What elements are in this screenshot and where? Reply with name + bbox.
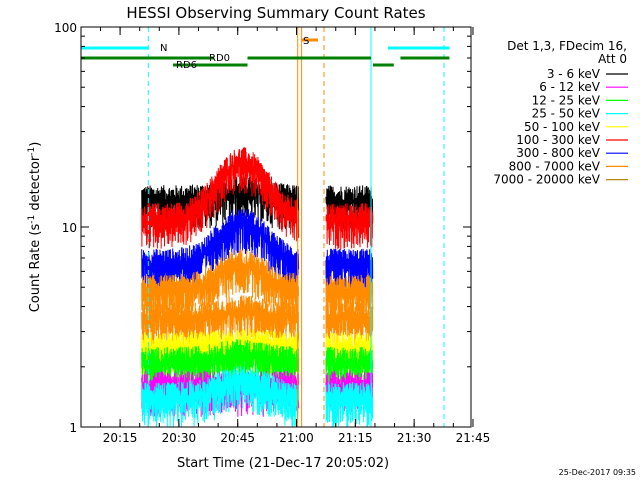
x-tick-label-21:15: 21:15 — [338, 431, 373, 445]
series-25-50-kev-segment-2 — [325, 381, 374, 427]
y-tick-label-10: 10 — [62, 221, 77, 235]
series-25-50-kev-segment-1 — [141, 365, 300, 427]
legend-label-50-100-kev: 50 - 100 keV — [524, 120, 601, 134]
legend-label-12-25-kev: 12 - 25 keV — [532, 93, 601, 107]
series-100-300-kev-segment-2 — [325, 203, 374, 250]
x-tick-label-21:00: 21:00 — [279, 431, 314, 445]
legend-label-3-6-kev: 3 - 6 keV — [547, 67, 601, 81]
series-12-25-kev-segment-1 — [141, 339, 300, 394]
x-axis-label: Start Time (21-Dec-17 20:05:02) — [177, 456, 389, 471]
y-axis-label-main: Count Rate (s — [28, 224, 43, 313]
chart-title: HESSI Observing Summary Count Rates — [126, 4, 425, 22]
x-tick-label-20:15: 20:15 — [103, 431, 138, 445]
flag-n-label: N — [160, 43, 167, 54]
series-800-7000-kev-segment-1 — [141, 249, 300, 322]
y-axis-label-end: ) — [28, 142, 43, 147]
legend-header-line-2: Att 0 — [598, 52, 627, 66]
y-tick-label-100: 100 — [54, 21, 77, 35]
legend-label-25-50-kev: 25 - 50 keV — [532, 107, 601, 121]
flag-s-label: S — [303, 36, 309, 47]
series-300-800-kev-segment-2 — [325, 248, 374, 295]
y-axis-label: Count Rate (s-1 detector-1) — [27, 142, 43, 313]
legend-label-6-12-kev: 6 - 12 keV — [539, 80, 601, 94]
legend-label-100-300-kev: 100 - 300 keV — [516, 133, 600, 147]
flag-rd0-label: RD0 — [209, 53, 230, 64]
series-800-7000-kev-low-band--segment-1 — [141, 295, 300, 350]
x-tick-label-21:45: 21:45 — [456, 431, 491, 445]
legend-label-800-7000-kev: 800 - 7000 keV — [509, 159, 601, 173]
series-800-7000-kev-low-band--segment-2 — [325, 302, 374, 349]
y-tick-label-1: 1 — [69, 421, 77, 435]
y-axis-label-sup2: -1 — [27, 147, 37, 156]
y-axis-label-mid: detector — [28, 155, 43, 215]
y-axis-label-sup1: -1 — [27, 215, 37, 224]
legend-header-line-1: Det 1,3, FDecim 16, — [507, 39, 627, 53]
timestamp: 25-Dec-2017 09:35 — [559, 468, 636, 477]
x-tick-label-20:30: 20:30 — [162, 431, 197, 445]
x-tick-label-21:30: 21:30 — [397, 431, 432, 445]
series-300-800-kev-segment-1 — [141, 209, 300, 295]
series-100-300-kev-segment-1 — [141, 147, 300, 249]
legend-label-300-800-kev: 300 - 800 keV — [516, 146, 600, 160]
legend-label-7000-20000-kev: 7000 - 20000 keV — [493, 173, 600, 187]
flag-rd6-label: RD6 — [176, 60, 197, 71]
x-tick-label-20:45: 20:45 — [220, 431, 255, 445]
series-800-7000-kev-segment-2 — [325, 274, 374, 322]
